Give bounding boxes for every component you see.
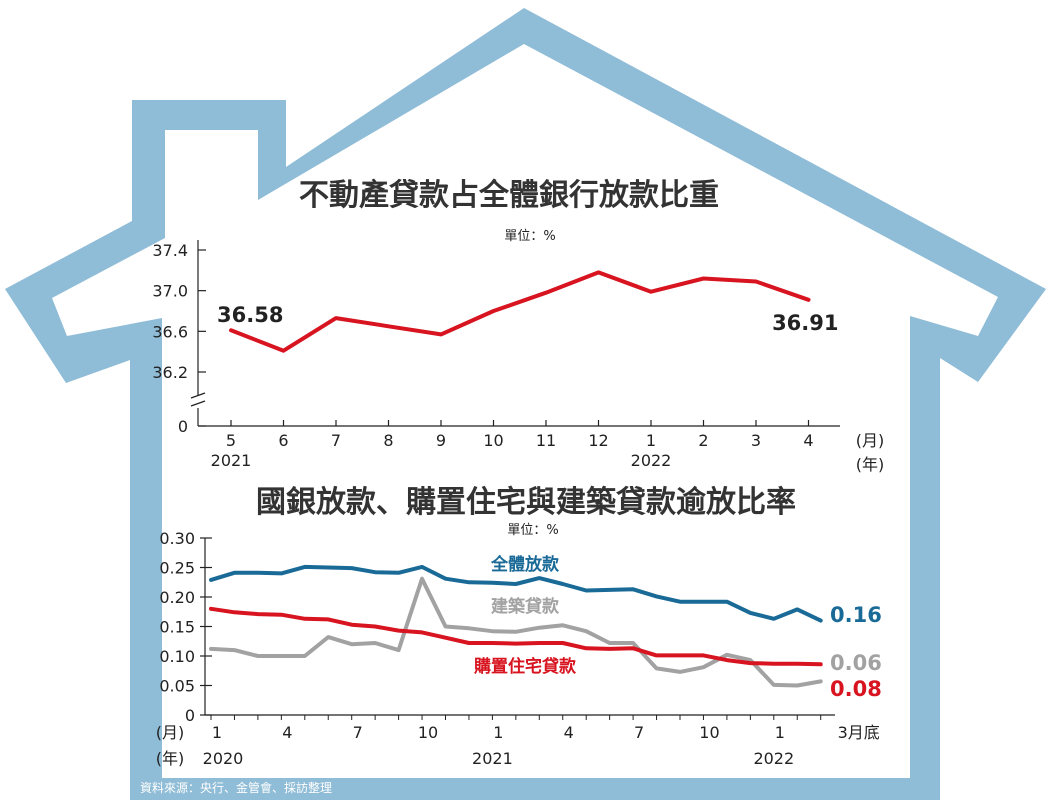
chart2-series-name: 全體放款: [490, 554, 560, 575]
chart1-y-tick-label: 37.4: [152, 241, 188, 260]
chart1-x-unit-year: (年): [856, 455, 885, 474]
chart1-x-tick-label: 2: [698, 431, 708, 450]
chart2-y-tick-label: 0.25: [159, 559, 195, 578]
chart2-x-tick-label: 4: [282, 723, 292, 742]
chart1-x-tick-label: 11: [536, 431, 556, 450]
chart2-unit: 單位：%: [507, 523, 558, 538]
chart1-x-tick-label: 5: [226, 431, 236, 450]
chart2-x-tick-label: 7: [634, 723, 644, 742]
chart1-x-tick-label: 12: [588, 431, 608, 450]
chart1: 不動產貸款占全體銀行放款比重 單位：% 37.4 37.0 36.6 36.2 0 5 6 7…: [152, 178, 884, 474]
chart1-year-label: 2021: [211, 451, 252, 470]
chart2-x-tick-label: 10: [699, 723, 719, 742]
chart2-end-value: 0.06: [830, 651, 882, 675]
chart1-x-tick-label: 8: [383, 431, 393, 450]
chart1-unit: 單位：%: [504, 229, 555, 244]
chart1-x-tick-label: 7: [331, 431, 341, 450]
chart2-x-unit-year: (年): [156, 749, 185, 768]
chart2-series-name: 建築貸款: [491, 596, 560, 617]
chart2-series-line-2: [209, 606, 823, 667]
chart2-y-tick-label: 0.30: [159, 529, 195, 548]
chart1-title: 不動產貸款占全體銀行放款比重: [299, 178, 719, 213]
chart2-x-tick-label: 1: [212, 723, 222, 742]
chart1-x-tick-label: 4: [803, 431, 813, 450]
chart1-end-value: 36.91: [772, 311, 838, 335]
chart2-y-tick-label: 0.20: [159, 588, 195, 607]
chart2-y-tick-label: 0.15: [159, 618, 195, 637]
chart2-lines: [209, 564, 823, 688]
source-note: 資料來源：央行、金管會、採訪整理: [140, 780, 332, 795]
chart2-x-tick-label: 7: [353, 723, 363, 742]
chart1-lines: [229, 270, 811, 353]
chart1-x-tick-label: 9: [436, 431, 446, 450]
chart1-labels: 36.58 36.91: [217, 303, 839, 335]
chart1-x-tick-label: 3: [751, 431, 761, 450]
chart1-x-unit-month: (月): [856, 431, 885, 450]
chart1-y-tick-label: 36.2: [152, 363, 188, 382]
chart1-y-tick-label: 36.6: [152, 322, 188, 341]
chart1-x-tick-label: 10: [483, 431, 503, 450]
chart2-x-tick-label: 1: [493, 723, 503, 742]
chart1-x-tick-label: 1: [646, 431, 656, 450]
chart2-year-label: 2022: [753, 749, 794, 768]
chart2-series-name: 購置住宅貸款: [474, 656, 577, 677]
chart2-year-label: 2020: [203, 749, 244, 768]
chart2-x-unit-month: (月): [156, 723, 185, 742]
chart2-year-label: 2021: [472, 749, 513, 768]
chart2-series-line-0: [209, 564, 823, 623]
chart2-x-tick-label: 4: [564, 723, 574, 742]
chart2-end-value: 0.08: [830, 677, 882, 701]
chart2: 國銀放款、購置住宅與建築貸款逾放比率 單位：% 0.30 0.25 0.20 0.15…: [156, 485, 882, 768]
chart1-start-value: 36.58: [217, 303, 283, 327]
chart1-x-tick-label: 6: [278, 431, 288, 450]
chart1-y-tick-label: 0: [178, 417, 188, 436]
chart1-year-label: 2022: [631, 451, 672, 470]
chart2-x-tick-label: 10: [418, 723, 438, 742]
chart1-series-line: [229, 270, 811, 353]
house-interior: [52, 44, 998, 778]
chart2-x-tick-label: 1: [775, 723, 785, 742]
chart2-end-value: 0.16: [830, 603, 882, 627]
chart2-x-tick-label: 3月底: [838, 723, 880, 742]
chart2-y-tick-label: 0.05: [159, 677, 195, 696]
chart2-title: 國銀放款、購置住宅與建築貸款逾放比率: [256, 485, 796, 520]
chart2-y-tick-label: 0: [185, 706, 195, 725]
chart2-y-tick-label: 0.10: [159, 647, 195, 666]
chart1-y-tick-label: 37.0: [152, 282, 188, 301]
chart1-axis-break: [190, 392, 206, 407]
